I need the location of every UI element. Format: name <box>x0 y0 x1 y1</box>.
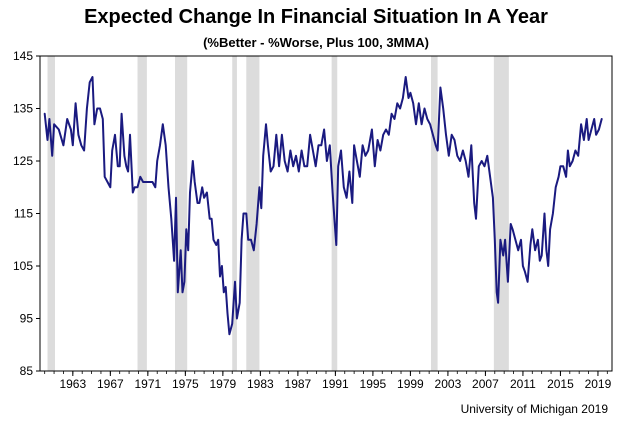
line-chart: 85 95 105 115 125 135 145 1963 1967 1971 1975 1979 1… <box>13 49 613 391</box>
x-tick-label-9: 1999 <box>397 377 424 391</box>
x-tick-label-5: 1983 <box>247 377 274 391</box>
x-tick-label-4: 1979 <box>210 377 237 391</box>
recession-band-3 <box>232 56 237 371</box>
series-line-0 <box>43 76 603 336</box>
y-tick-label-4: 125 <box>13 154 33 168</box>
x-tick-label-12: 2011 <box>510 377 536 391</box>
source-note: University of Michigan 2019 <box>460 402 608 416</box>
recession-band-1 <box>137 56 147 371</box>
x-tick-label-7: 1991 <box>322 377 349 391</box>
y-tick-label-1: 95 <box>20 312 34 326</box>
x-tick-label-14: 2019 <box>585 377 612 391</box>
x-tick-label-0: 1963 <box>59 377 86 391</box>
chart-title: Expected Change In Financial Situation I… <box>84 6 548 28</box>
chart-subtitle: (%Better - %Worse, Plus 100, 3MMA) <box>203 35 429 50</box>
y-tick-label-0: 85 <box>20 364 34 378</box>
x-tick-label-8: 1995 <box>360 377 387 391</box>
series-group <box>43 76 603 336</box>
plot-frame <box>39 55 613 372</box>
x-tick-label-1: 1967 <box>97 377 124 391</box>
x-tick-label-11: 2007 <box>472 377 499 391</box>
recession-band-0 <box>47 56 56 371</box>
x-tick-label-6: 1987 <box>285 377 312 391</box>
x-tick-label-2: 1971 <box>134 377 161 391</box>
recession-band-4 <box>246 56 260 371</box>
x-tick-label-13: 2015 <box>547 377 574 391</box>
y-tick-label-5: 135 <box>13 102 33 116</box>
x-tick-label-3: 1975 <box>172 377 199 391</box>
recession-band-6 <box>431 56 438 371</box>
y-tick-label-6: 145 <box>13 49 33 63</box>
chart-axes: 85 95 105 115 125 135 145 1963 1967 1971 1975 1979 1… <box>13 49 613 391</box>
y-tick-label-2: 105 <box>13 259 33 273</box>
recession-band-7 <box>493 56 509 371</box>
y-tick-label-3: 115 <box>14 207 33 221</box>
x-tick-label-10: 2003 <box>435 377 462 391</box>
